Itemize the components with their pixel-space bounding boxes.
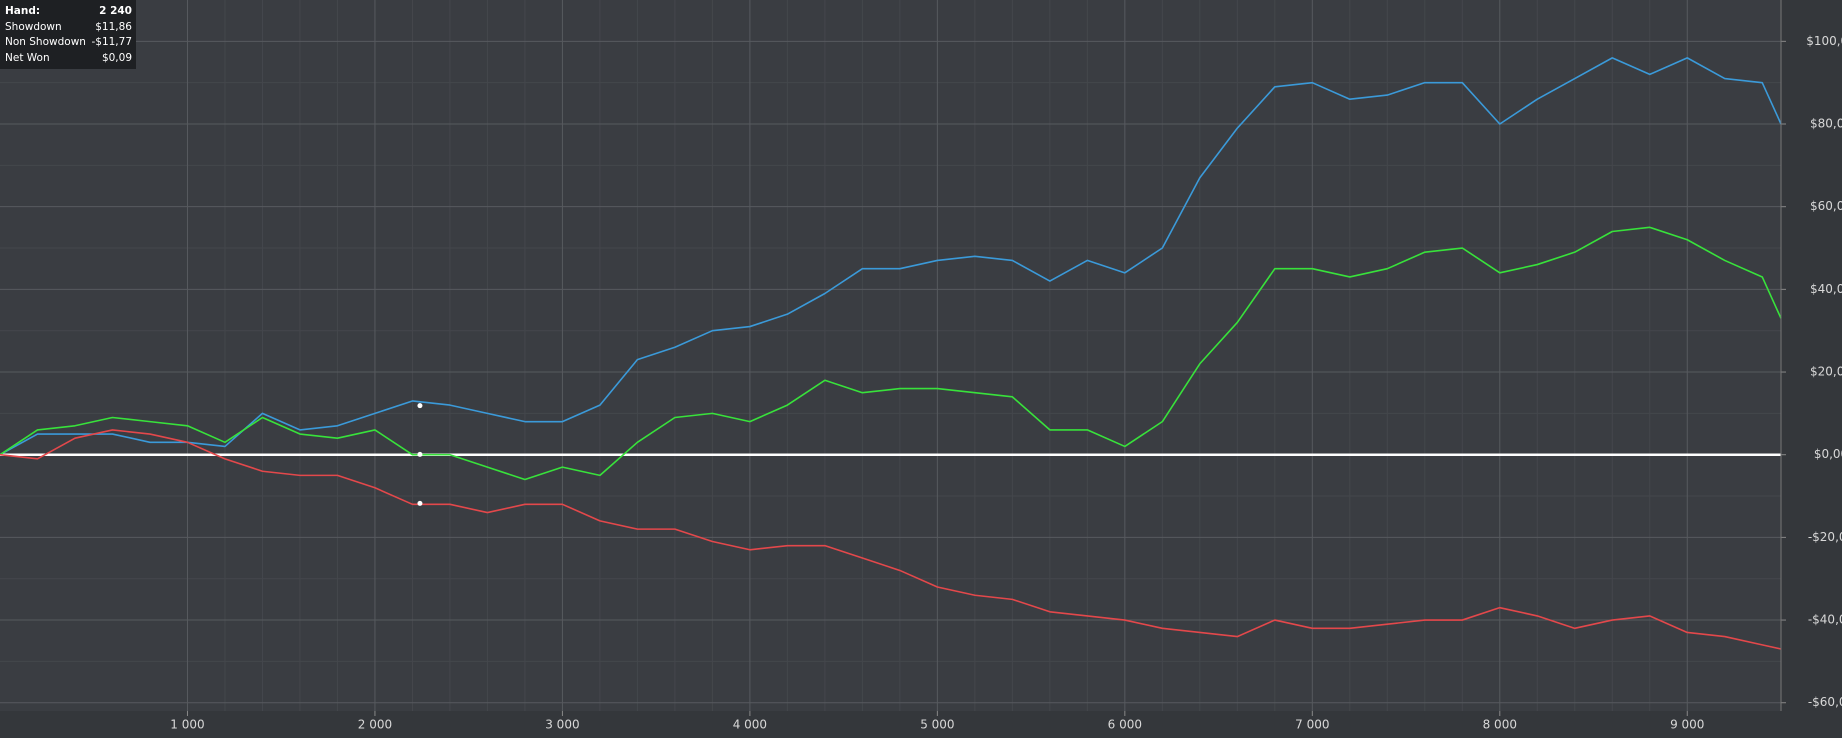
y-tick-label: $0,00: [1814, 447, 1842, 461]
y-tick-label: -$60,00: [1808, 695, 1842, 709]
tooltip-label: Non Showdown: [5, 36, 86, 48]
y-tick-label: $100,00: [1806, 34, 1842, 48]
series-lines: [0, 57, 1782, 650]
x-tick-label: 5 000: [920, 718, 954, 732]
series-line: [0, 57, 1782, 456]
y-tick-label: $60,00: [1810, 199, 1842, 213]
tooltip-label: Showdown: [5, 20, 62, 33]
x-tick-label: 3 000: [545, 718, 579, 732]
x-tick-label: 4 000: [733, 718, 767, 732]
grid: [0, 0, 1781, 711]
y-tick-label: -$20,00: [1808, 530, 1842, 544]
x-tick-label: 7 000: [1295, 718, 1329, 732]
hover-marker: [417, 451, 423, 457]
tooltip-row: Showdown $11,86: [5, 20, 132, 36]
axis-labels: -$60,00 -$40,00 -$20,00 $0,00 $20,00 $40,00 $6…: [170, 0, 1842, 732]
series-line: [0, 226, 1782, 481]
y-tick-label: -$40,00: [1808, 613, 1842, 627]
tooltip-value: $0,09: [101, 51, 132, 64]
tooltip-value: 2 240: [99, 5, 132, 17]
tooltip-value: -$11,77: [91, 36, 132, 48]
y-tick-label: $80,00: [1810, 117, 1842, 131]
minor-grid: [0, 0, 1781, 711]
y-tick-label: $40,00: [1810, 282, 1842, 296]
plot-area: [0, 0, 1781, 711]
series-line: [0, 429, 1782, 650]
x-tick-label: 8 000: [1483, 718, 1517, 732]
y-tick-label: $20,00: [1810, 365, 1842, 379]
tooltip-row: Non Showdown -$11,77: [5, 35, 132, 51]
x-tick-label: 2 000: [358, 718, 392, 732]
hover-marker: [417, 403, 423, 409]
hover-marker: [417, 500, 423, 506]
x-tick-label: 9 000: [1670, 718, 1704, 732]
tooltip-value: $11,86: [95, 20, 132, 33]
tooltip: Hand: 2 240 Showdown $11,86 Non Showdown -$…: [0, 0, 136, 69]
tooltip-row: Hand: 2 240: [5, 4, 132, 20]
tooltip-row: Net Won $0,09: [5, 51, 132, 67]
x-tick-label: 1 000: [170, 718, 204, 732]
tooltip-label: Hand:: [5, 5, 41, 17]
tooltip-label: Net Won: [5, 51, 50, 64]
x-tick-label: 6 000: [1108, 718, 1142, 732]
